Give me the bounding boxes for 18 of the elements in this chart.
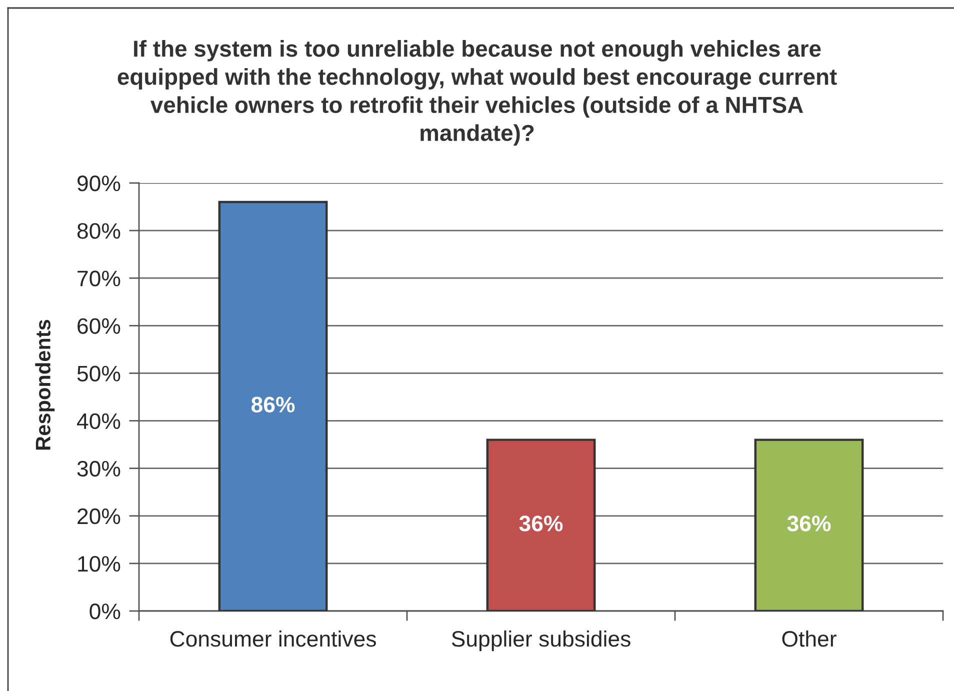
y-tick-label: 80% (77, 223, 120, 239)
chart-title: If the system is too unreliable because not enough vehicles are equipped with the technology, what would best encourage current vehicle owners to retrofit their vehicles (outside of a NHTSA mandate)? (118, 40, 837, 146)
y-tick-label: 40% (76, 413, 120, 430)
data-label: 86% (251, 396, 295, 412)
data-label: 36% (787, 516, 831, 532)
y-tick-label: 70% (78, 270, 120, 286)
y-tick-label: 10% (78, 556, 120, 572)
y-tick-label: 60% (78, 318, 120, 334)
y-tick-label: 90% (78, 176, 120, 192)
y-axis-title: Respondents (35, 320, 55, 450)
y-tick-label: 30% (77, 460, 120, 477)
data-label: 36% (519, 516, 563, 532)
y-tick-label: 50% (77, 366, 120, 382)
x-tick-label: Supplier subsidies (452, 630, 630, 652)
y-tick-label: 20% (78, 508, 120, 524)
y-tick-label: 0% (90, 604, 120, 620)
x-tick-label: Consumer incentives (170, 630, 376, 647)
x-tick-label: Other (782, 630, 836, 647)
